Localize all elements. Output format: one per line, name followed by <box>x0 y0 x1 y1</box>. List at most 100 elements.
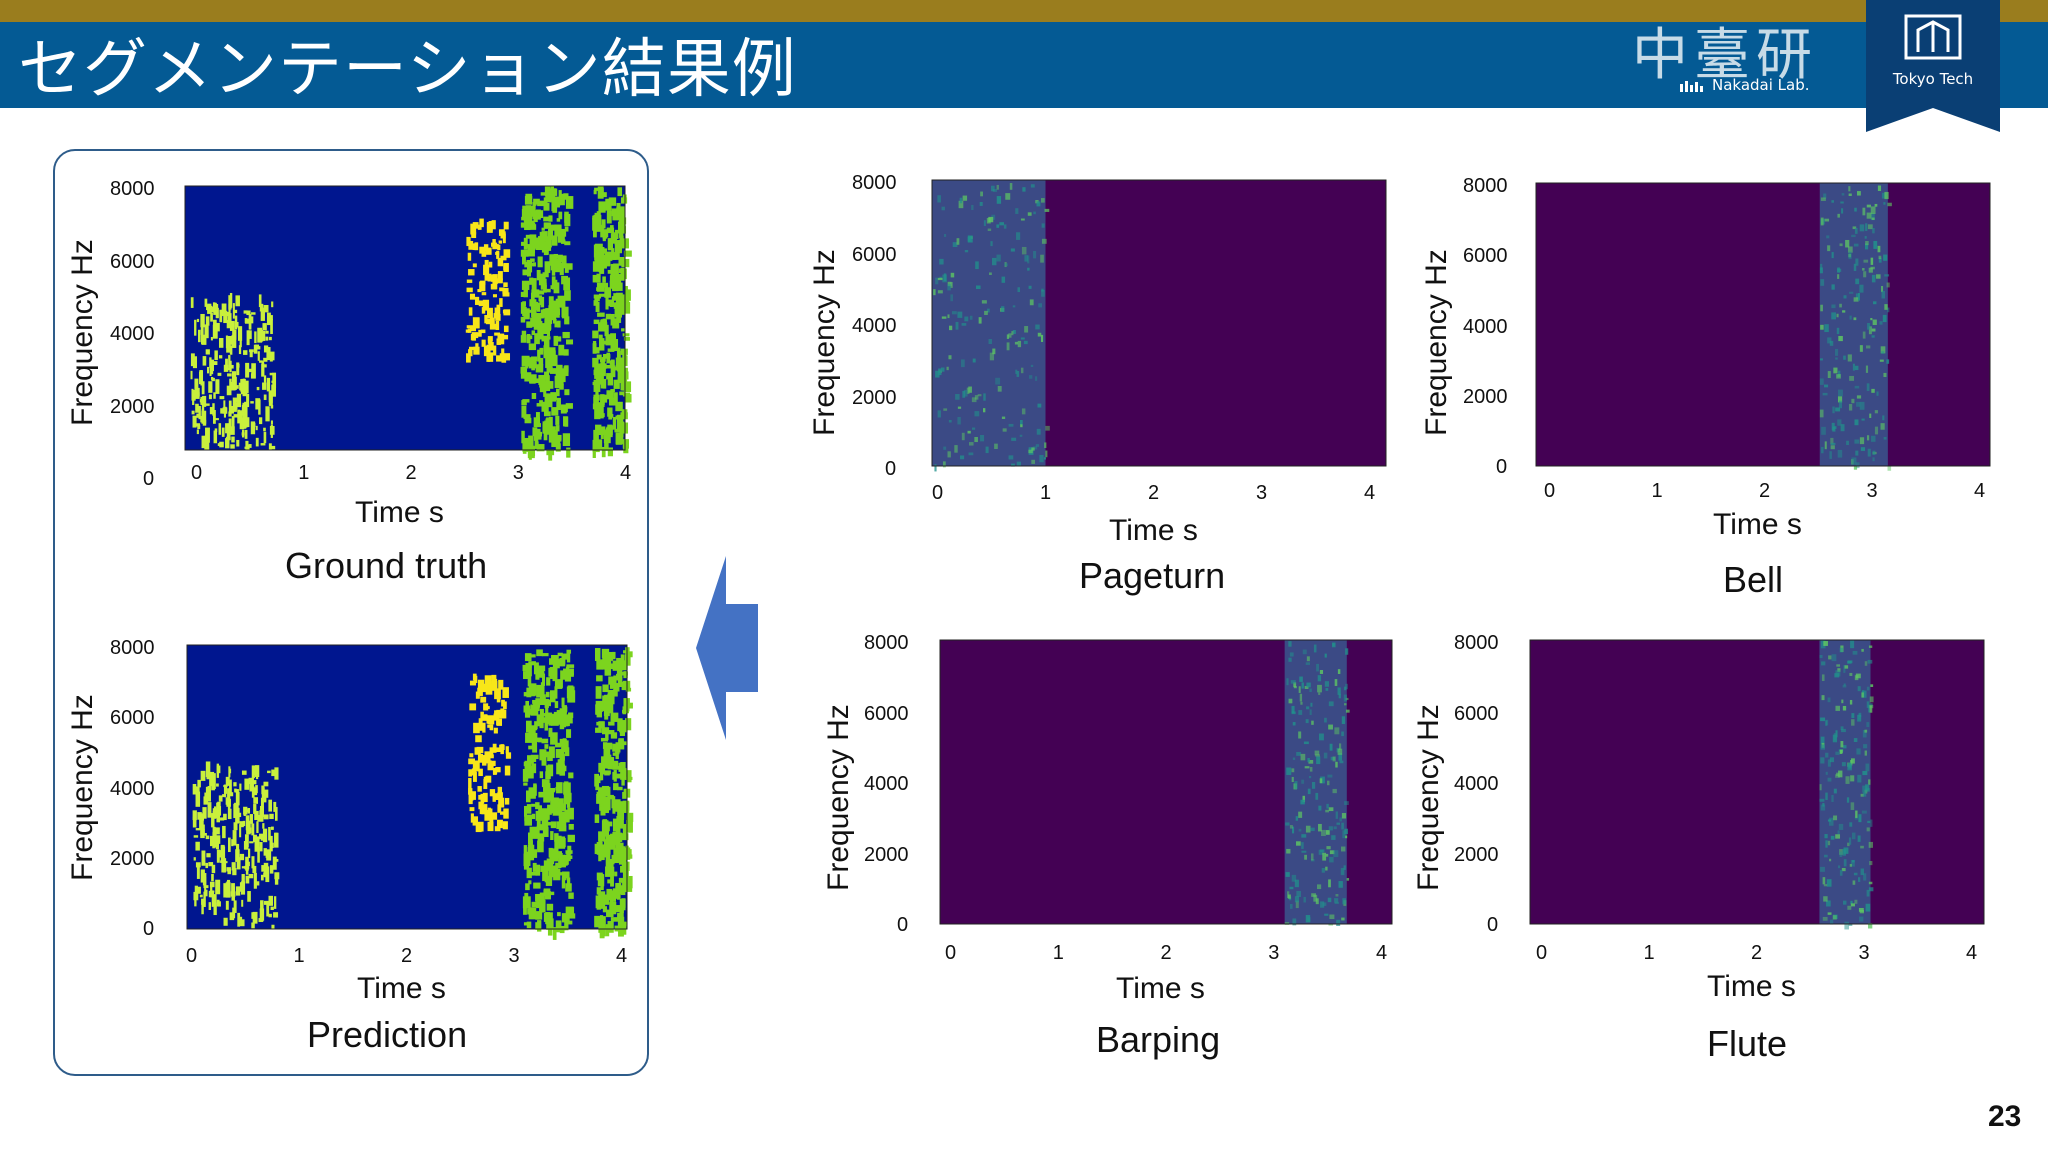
spec-cell <box>1845 239 1850 248</box>
spec-cell <box>972 358 976 363</box>
seg-cell <box>526 264 531 277</box>
seg-cell <box>263 872 268 877</box>
seg-cell <box>620 206 625 215</box>
pageturn-xtick: 4 <box>1364 482 1376 504</box>
spec-cell <box>1827 337 1832 344</box>
seg-cell <box>545 350 552 359</box>
seg-cell <box>254 810 259 821</box>
seg-cell <box>223 784 228 794</box>
seg-cell <box>472 243 476 251</box>
bell-ytick: 2000 <box>1463 385 1508 408</box>
spec-cell <box>966 387 970 395</box>
seg-cell <box>595 301 600 313</box>
seg-cell <box>564 781 569 792</box>
spec-cell <box>1833 367 1838 374</box>
seg-cell <box>601 446 606 458</box>
seg-cell <box>548 416 553 430</box>
seg-cell <box>621 306 625 315</box>
seg-cell <box>541 335 549 342</box>
seg-cell <box>502 687 509 698</box>
spec-cell <box>969 315 973 320</box>
spec-cell <box>1836 327 1840 335</box>
seg-cell <box>481 804 488 815</box>
seg-cell <box>601 756 608 768</box>
seg-cell <box>198 405 201 420</box>
spec-cell <box>1854 419 1859 426</box>
seg-cell <box>610 836 617 842</box>
seg-cell <box>593 294 602 299</box>
spec-cell <box>942 274 947 283</box>
spec-cell <box>1001 306 1005 312</box>
seg-cell <box>616 666 623 680</box>
seg-cell <box>523 692 528 697</box>
seg-cell <box>236 857 241 870</box>
seg-cell <box>261 363 265 377</box>
seg-cell <box>602 378 607 389</box>
spec-cell <box>1001 276 1006 283</box>
seg-cell <box>214 418 219 421</box>
seg-cell <box>265 330 269 334</box>
spec-cell <box>1844 921 1850 930</box>
seg-cell <box>602 192 607 198</box>
spec-cell <box>947 451 951 458</box>
seg-cell <box>196 413 200 418</box>
seg-cell <box>616 351 621 363</box>
spec-cell <box>956 238 960 245</box>
seg-cell <box>598 721 605 729</box>
spec-cell <box>983 220 986 226</box>
seg-cell <box>495 313 501 321</box>
seg-cell <box>612 651 616 660</box>
seg-cell <box>205 761 211 778</box>
seg-cell <box>239 783 242 791</box>
seg-cell <box>481 339 486 347</box>
spec-cell <box>1003 224 1007 229</box>
seg-cell <box>529 234 537 245</box>
seg-cell <box>610 313 615 326</box>
spec-cell <box>1871 328 1876 332</box>
seg-cell <box>592 343 597 354</box>
seg-cell <box>612 212 620 221</box>
seg-cell <box>210 336 213 341</box>
spec-cell <box>1868 881 1873 885</box>
seg-cell <box>623 381 632 392</box>
spec-cell <box>1880 423 1885 430</box>
spec-cell <box>1001 416 1006 419</box>
seg-cell <box>526 321 533 328</box>
spec-cell <box>1310 853 1314 861</box>
spec-cell <box>1842 310 1846 313</box>
prediction-ytick: 2000 <box>110 847 155 870</box>
seg-cell <box>551 188 558 196</box>
spec-cell <box>968 452 974 456</box>
seg-cell <box>548 296 554 309</box>
spec-cell <box>1860 868 1864 876</box>
seg-cell <box>531 289 540 298</box>
seg-cell <box>197 886 201 894</box>
seg-cell <box>557 320 561 328</box>
seg-cell <box>504 797 510 805</box>
seg-cell <box>617 916 625 926</box>
spec-cell <box>1844 665 1849 669</box>
seg-cell <box>552 263 561 268</box>
spec-cell <box>1045 425 1050 431</box>
spec-cell <box>983 393 986 401</box>
spec-cell <box>1041 223 1045 228</box>
seg-cell <box>531 763 537 774</box>
seg-cell <box>597 312 605 317</box>
spec-cell <box>1827 840 1831 846</box>
spec-cell <box>1849 863 1852 867</box>
seg-cell <box>233 822 238 831</box>
seg-cell <box>266 377 271 392</box>
seg-cell <box>607 407 613 417</box>
spec-cell <box>1288 657 1292 662</box>
spec-cell <box>1306 656 1310 662</box>
seg-cell <box>253 797 259 804</box>
seg-cell <box>613 302 618 309</box>
seg-cell <box>527 908 533 915</box>
seg-cell <box>613 392 618 405</box>
seg-cell <box>541 779 550 788</box>
seg-cell <box>594 252 601 264</box>
seg-cell <box>598 293 605 297</box>
seg-cell <box>523 437 529 447</box>
seg-cell <box>540 309 545 318</box>
seg-cell <box>618 268 624 274</box>
